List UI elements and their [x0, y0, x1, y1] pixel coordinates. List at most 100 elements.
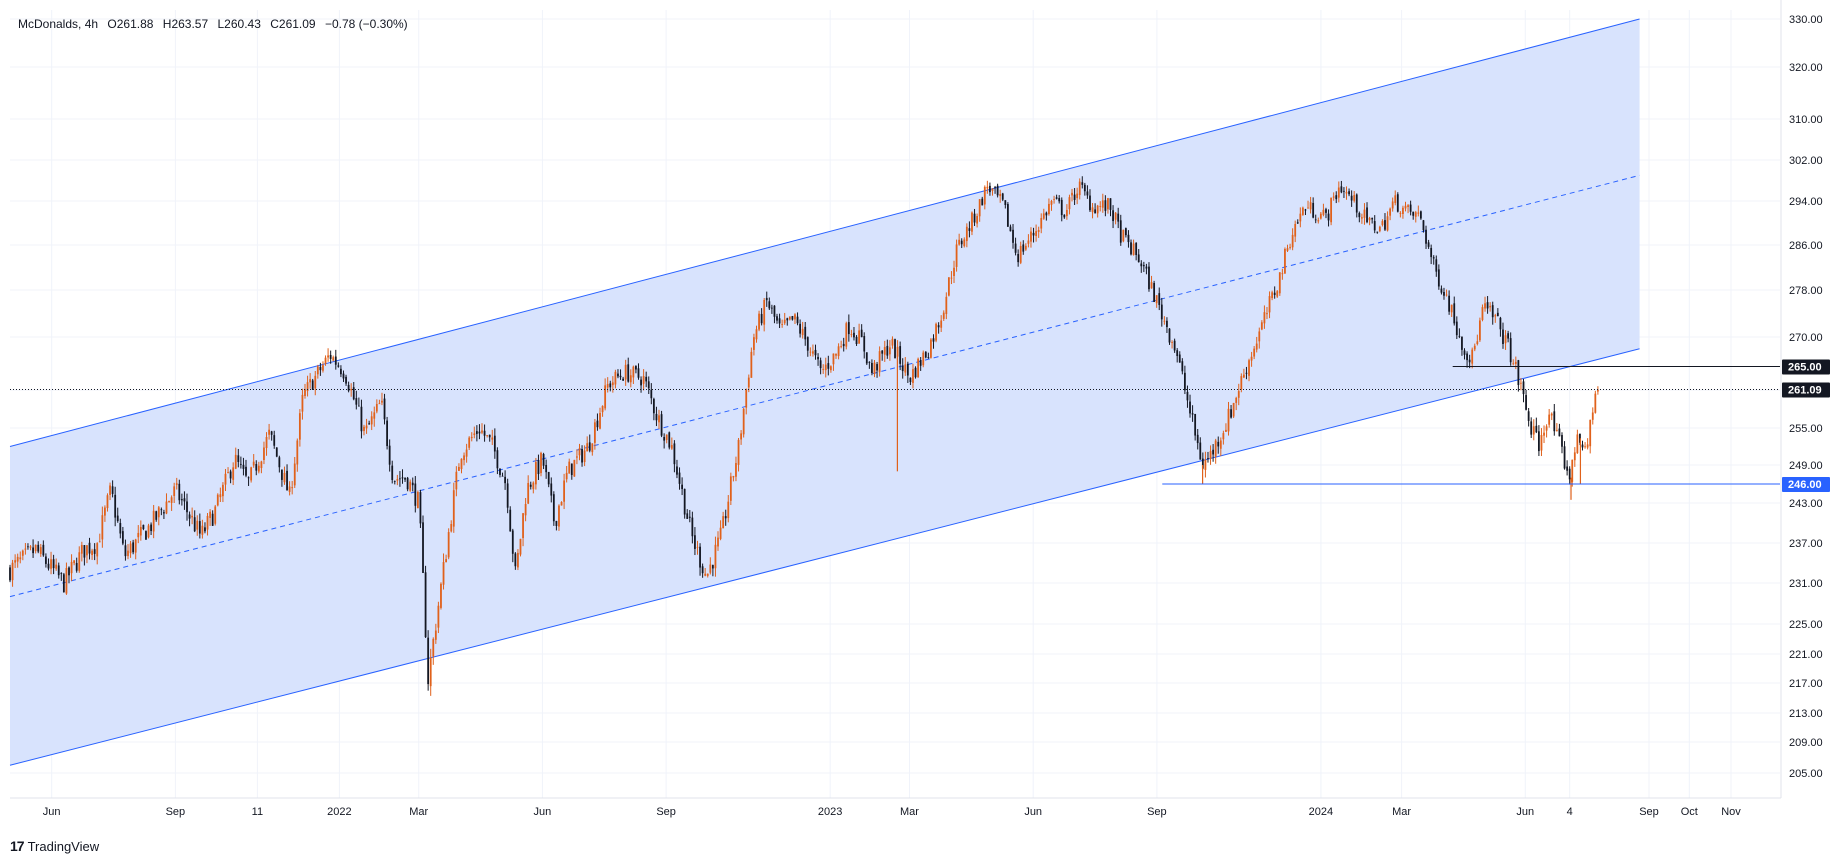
candle-body — [837, 346, 840, 357]
candle-body — [1445, 294, 1448, 296]
price-tick-label: 278.00 — [1789, 285, 1823, 297]
candle-body — [206, 515, 209, 530]
candle-body — [1386, 216, 1389, 231]
price-tick-label: 237.00 — [1789, 538, 1823, 550]
price-tick-label: 270.00 — [1789, 332, 1823, 344]
candle-body — [160, 509, 163, 511]
candle-body — [352, 387, 355, 400]
candle-body — [583, 450, 586, 463]
candle-body — [858, 330, 861, 344]
candle-body — [21, 550, 24, 556]
candle-body — [121, 531, 124, 544]
channel-upper-line[interactable] — [9, 18, 1640, 447]
candle-body — [812, 351, 814, 354]
candle-body — [683, 488, 686, 515]
candle-body — [1078, 181, 1081, 196]
regression-channel[interactable] — [9, 18, 1640, 766]
candle-body — [1301, 207, 1304, 215]
time-tick-label: Jun — [1516, 806, 1534, 818]
candle-body — [973, 213, 976, 223]
candle-body — [883, 346, 886, 355]
candle-body — [270, 431, 273, 435]
candle-body — [283, 472, 286, 483]
candle-body — [1063, 214, 1066, 218]
candle-body — [665, 434, 668, 440]
candle-body — [219, 494, 222, 498]
candle-body — [1012, 229, 1014, 243]
candle-body — [319, 366, 322, 371]
candle-body — [386, 420, 388, 446]
candle-body — [80, 545, 83, 554]
candle-body — [1255, 343, 1258, 350]
candle-body — [1414, 212, 1417, 217]
candle-body — [1109, 198, 1112, 210]
candle-body — [1509, 338, 1512, 363]
candle-body — [876, 364, 878, 371]
tradingview-logo-icon: 17 — [10, 838, 25, 854]
candle-body — [978, 199, 981, 217]
candle-body — [727, 501, 730, 519]
candle-body — [1350, 195, 1353, 201]
candle-body — [1204, 459, 1207, 470]
candle-body — [501, 475, 504, 477]
candle-body — [124, 545, 127, 557]
candle-body — [329, 354, 332, 359]
candle-body — [442, 562, 445, 585]
candle-body — [601, 405, 604, 413]
candle-body — [475, 431, 478, 434]
candle-body — [239, 463, 242, 465]
candle-body — [1461, 336, 1463, 350]
channel-middle-line[interactable] — [9, 174, 1640, 598]
candle-body — [150, 524, 152, 532]
channel-lower-line[interactable] — [9, 348, 1640, 766]
candle-body — [714, 544, 717, 569]
legend-symbol: McDonalds, 4h — [18, 17, 99, 31]
candle-body — [357, 405, 360, 407]
candle-body — [709, 564, 712, 573]
candle-body — [899, 346, 902, 364]
candle-body — [481, 430, 483, 433]
candle-body — [1150, 282, 1153, 289]
candle-body — [263, 447, 265, 461]
tradingview-brand[interactable]: 17 TradingView — [10, 838, 99, 854]
candle-body — [773, 305, 776, 317]
candle-body — [1258, 331, 1261, 342]
candle-body — [581, 449, 583, 463]
symbol-legend: McDonalds, 4h O261.88 H263.57 L260.43 C2… — [18, 17, 414, 31]
candle-body — [39, 547, 42, 554]
candle-body — [1530, 421, 1533, 435]
candle-body — [686, 513, 689, 519]
candle-body — [178, 483, 181, 501]
candle-body — [170, 497, 173, 503]
candle-body — [560, 502, 563, 506]
candle-body — [1083, 184, 1086, 192]
candle-body — [796, 316, 799, 324]
candle-body — [804, 326, 807, 340]
candle-body — [696, 546, 699, 548]
candle-body — [663, 437, 666, 441]
candle-body — [463, 455, 465, 461]
candle-body — [268, 429, 270, 435]
candle-body — [1117, 213, 1120, 222]
candle-body — [247, 477, 250, 479]
candle-body — [332, 357, 335, 361]
candle-body — [447, 532, 450, 558]
candle-body — [847, 322, 850, 335]
candle-body — [460, 458, 463, 470]
candle-body — [1089, 195, 1091, 211]
candle-body — [55, 564, 58, 569]
horizontal-lines[interactable] — [10, 365, 1780, 485]
candle-body — [1371, 218, 1374, 220]
candle-body — [198, 521, 201, 534]
candle-body — [1596, 389, 1599, 392]
time-tick-label: Jun — [1024, 806, 1042, 818]
candle-body — [1455, 321, 1458, 336]
candle-body — [824, 364, 827, 371]
candle-body — [355, 398, 358, 405]
candle-body — [650, 389, 653, 399]
candle-body — [1171, 342, 1173, 343]
candle-body — [127, 550, 129, 557]
candle-body — [175, 483, 178, 485]
candle-body — [776, 316, 778, 321]
